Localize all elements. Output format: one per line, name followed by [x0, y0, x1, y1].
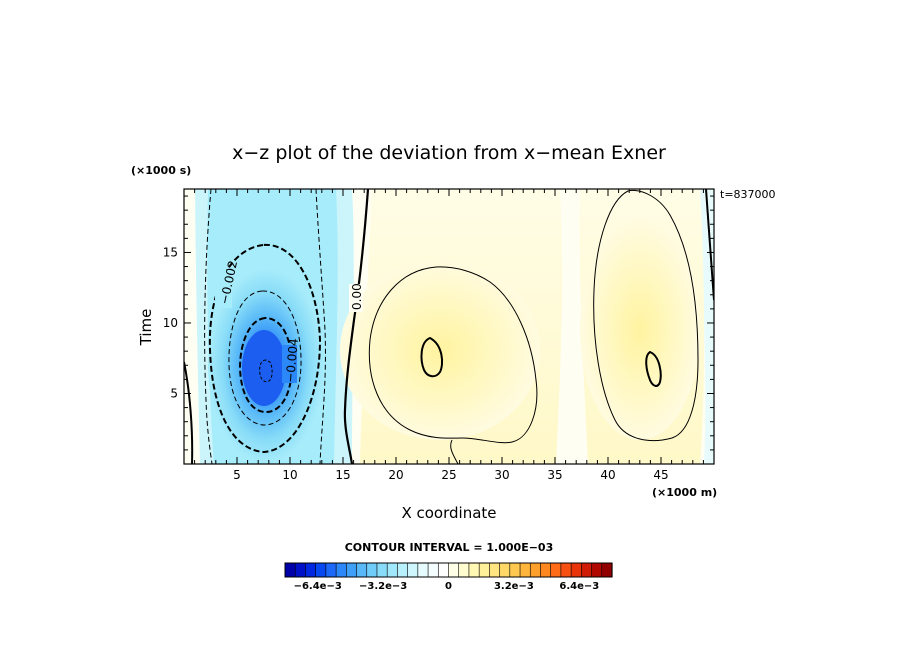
contour-pos002-right: [645, 350, 662, 387]
contour-neg002: [208, 243, 322, 454]
contour-zero-main: [343, 189, 370, 464]
colorbar-swatch: [284, 562, 296, 578]
colorbar-swatch: [448, 562, 460, 578]
x-tick-label: 10: [282, 468, 297, 482]
colorbar-swatch: [560, 562, 572, 578]
colorbar-swatch: [427, 562, 439, 578]
x-tick-label: 30: [494, 468, 509, 482]
y-unit-label: (×1000 s): [131, 164, 191, 177]
contour-label-neg004: −0.004: [283, 338, 301, 383]
x-tick-label: 20: [388, 468, 403, 482]
colorbar-swatch: [335, 562, 347, 578]
colorbar-swatch: [305, 562, 317, 578]
colorbar-swatch: [376, 562, 388, 578]
colorbar-tick-label: 6.4e−3: [559, 581, 599, 592]
contour-label-mask: [349, 284, 363, 312]
negative-core-center: [242, 330, 286, 406]
time-stamp: t=837000: [720, 188, 776, 201]
x-axis: 5 10 15 20 25 30 35 40 45: [194, 189, 704, 482]
contour-neg001-outer: [204, 189, 213, 464]
colorbar-swatch: [315, 562, 327, 578]
colorbar-swatch: [581, 562, 593, 578]
y-axis-label: Time: [137, 309, 155, 347]
contour-pos001-left: [368, 266, 538, 444]
y-tick-label: 5: [170, 386, 178, 400]
contour-pos001-tail: [450, 439, 459, 464]
x-unit-label: (×1000 m): [652, 486, 717, 499]
colorbar-swatch: [458, 562, 470, 578]
colorbar-swatch: [397, 562, 409, 578]
x-tick-label: 35: [547, 468, 562, 482]
colorbar-swatch: [294, 562, 307, 578]
colorbar-frame: [284, 562, 613, 578]
colorbar-swatch: [529, 562, 542, 578]
y-tick-label: 10: [163, 316, 178, 330]
colorbar-tick-label: 3.2e−3: [494, 581, 534, 592]
x-axis-label: X coordinate: [401, 504, 496, 522]
colorbar-swatch: [570, 562, 582, 578]
y-axis: 5 10 15: [163, 195, 714, 451]
colorbar-swatch: [489, 562, 501, 578]
contour-neg006: [259, 359, 273, 383]
contour-zero-right-edge: [705, 189, 714, 301]
colorbar-swatch: [407, 562, 419, 578]
chart-title: x−z plot of the deviation from x−mean Ex…: [232, 142, 666, 164]
x-tick-label: 45: [653, 468, 668, 482]
colorbar-ticks: −6.4e−3 −3.2e−3 0 3.2e−3 6.4e−3: [294, 581, 600, 592]
x-tick-label: 25: [441, 468, 456, 482]
contour-field: [184, 189, 714, 464]
colorbar-swatch: [468, 562, 480, 578]
colorbar-tick-label: −6.4e−3: [294, 581, 342, 592]
contour-label-mask: [215, 270, 232, 308]
y-tick-label: 15: [163, 245, 178, 259]
colorbar-swatch: [356, 562, 368, 578]
colorbar-swatch: [499, 562, 511, 578]
colorbar-swatch: [325, 562, 337, 578]
colorbar-tick-label: 0: [445, 581, 452, 592]
colorbar-swatch: [386, 562, 399, 578]
colorbar-swatch: [519, 562, 531, 578]
colorbar-swatch: [591, 562, 603, 578]
contour-neg003: [228, 290, 302, 426]
positive-core-right: [580, 220, 700, 440]
colorbar-swatch: [437, 562, 450, 578]
colorbar: [284, 562, 613, 578]
contour-pos002-left: [420, 336, 444, 378]
contour-labels: −0.002 −0.004 0.00: [215, 259, 364, 383]
colorbar-swatch: [540, 562, 552, 578]
contour-neg001-right: [315, 189, 326, 464]
x-tick-label: 15: [335, 468, 350, 482]
contour-label-mask: [282, 345, 297, 383]
colorbar-swatch: [550, 562, 562, 578]
x-tick-label: 5: [233, 468, 241, 482]
colorbar-swatch: [417, 562, 429, 578]
colorbar-swatch: [509, 562, 521, 578]
contour-zero-left-edge: [184, 361, 194, 464]
contour-interval: CONTOUR INTERVAL = 1.000E−03: [345, 541, 554, 554]
colorbar-swatch: [346, 562, 358, 578]
colorbar-tick-label: −3.2e−3: [359, 581, 407, 592]
contour-label-zero: 0.00: [350, 283, 364, 310]
x-tick-label: 40: [600, 468, 615, 482]
colorbar-swatch: [366, 562, 378, 578]
contour-pos001-right: [593, 189, 699, 441]
colorbar-swatch: [478, 562, 490, 578]
contour-neg004: [238, 316, 294, 414]
colorbar-swatch: [601, 562, 613, 578]
